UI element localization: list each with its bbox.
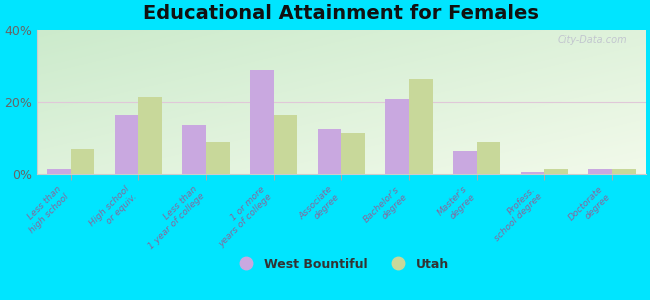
Bar — [544, 169, 568, 174]
Bar — [612, 169, 636, 174]
Bar — [274, 115, 298, 174]
Text: City-Data.com: City-Data.com — [558, 34, 627, 45]
Bar — [138, 97, 162, 174]
Bar — [47, 169, 71, 174]
Bar — [476, 142, 500, 174]
Bar — [206, 142, 229, 174]
Bar — [341, 133, 365, 174]
Bar — [521, 172, 544, 174]
Bar — [409, 79, 433, 174]
Bar — [318, 129, 341, 174]
Bar — [183, 125, 206, 174]
Title: Educational Attainment for Females: Educational Attainment for Females — [144, 4, 540, 23]
Bar — [588, 169, 612, 174]
Bar — [250, 70, 274, 174]
Bar — [385, 98, 409, 174]
Legend: West Bountiful, Utah: West Bountiful, Utah — [229, 253, 454, 275]
Bar — [114, 115, 138, 174]
Bar — [71, 149, 94, 174]
Bar — [453, 151, 476, 174]
